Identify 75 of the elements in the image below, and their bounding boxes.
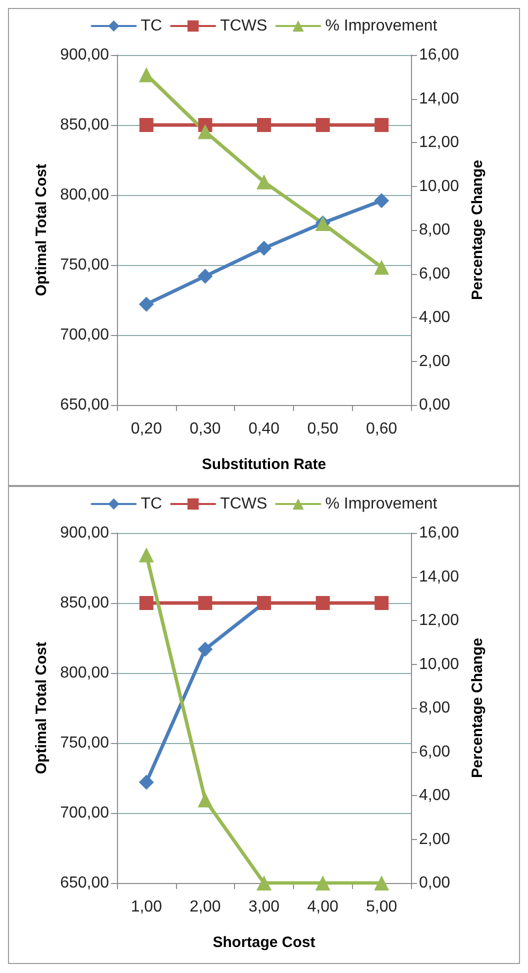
x-tick-label: 3,00: [248, 898, 280, 916]
legend-label: % Improvement: [325, 496, 438, 512]
y2-tick-label: 6,00: [419, 265, 450, 282]
y-tick-label: 800,00: [60, 186, 110, 204]
point: [139, 596, 154, 610]
legend-label: TC: [140, 496, 162, 512]
x-tick-label: 0,60: [366, 420, 398, 438]
y-tick-label: 850,00: [60, 594, 110, 612]
y2-tick-label: 12,00: [419, 134, 460, 151]
y2-tick-label: 16,00: [419, 46, 460, 64]
point: [139, 118, 154, 132]
x-tick-label: 0,40: [248, 420, 280, 438]
y2-tick-label: 14,00: [419, 90, 460, 108]
y2-axis-title: Percentage Change: [468, 160, 486, 300]
point: [198, 792, 213, 808]
y2-tick-label: 14,00: [419, 568, 460, 586]
point: [256, 174, 272, 190]
point: [256, 240, 272, 256]
y-tick-label: 650,00: [60, 396, 110, 414]
x-tick-label: 5,00: [366, 898, 398, 916]
y-axis-title: Optimal Total Cost: [33, 164, 50, 296]
y2-tick-label: 16,00: [419, 524, 460, 542]
x-tick-label: 4,00: [307, 898, 338, 916]
y2-axis-title: Percentage Change: [468, 638, 486, 778]
point: [138, 774, 154, 790]
point: [315, 876, 330, 890]
y2-tick-label: 4,00: [419, 787, 450, 804]
y-tick-label: 650,00: [60, 874, 110, 892]
y2-tick-label: 2,00: [419, 830, 450, 848]
y2-tick-label: 8,00: [419, 700, 450, 716]
point: [138, 547, 154, 562]
x-tick-label: 2,00: [190, 898, 221, 916]
legend-label: TCWS: [220, 496, 268, 512]
point: [316, 118, 330, 132]
point: [256, 876, 272, 890]
legend-label: TCWS: [220, 18, 268, 34]
legend-label: % Improvement: [325, 18, 438, 34]
point: [374, 596, 389, 610]
x-tick-label: 0,50: [307, 420, 338, 438]
y2-tick-label: 2,00: [419, 352, 450, 370]
x-axis-title: Shortage Cost: [212, 934, 316, 951]
y-tick-label: 750,00: [60, 256, 110, 274]
point: [257, 118, 271, 132]
legend-label: TC: [140, 18, 162, 34]
y-tick-label: 700,00: [60, 326, 110, 344]
y-tick-label: 900,00: [60, 46, 110, 64]
point: [198, 596, 212, 610]
y2-tick-label: 6,00: [419, 743, 450, 760]
point: [374, 193, 390, 208]
point: [138, 67, 154, 82]
y2-tick-label: 10,00: [419, 178, 460, 195]
point: [198, 268, 213, 284]
point: [198, 642, 213, 657]
point: [374, 876, 390, 890]
y-tick-label: 750,00: [60, 734, 110, 752]
point: [374, 260, 390, 275]
y2-tick-label: 10,00: [419, 656, 460, 673]
y2-tick-label: 4,00: [419, 309, 450, 326]
y2-tick-label: 0,00: [419, 874, 450, 892]
point: [198, 124, 213, 140]
y2-tick-label: 12,00: [419, 612, 460, 629]
y-tick-label: 700,00: [60, 804, 110, 822]
y-tick-label: 900,00: [60, 524, 110, 542]
y-axis-title: Optimal Total Cost: [33, 642, 50, 774]
point: [316, 596, 330, 610]
point: [374, 118, 389, 132]
y-tick-label: 800,00: [60, 664, 110, 682]
y-tick-label: 850,00: [60, 116, 110, 134]
x-tick-label: 0,20: [130, 420, 162, 438]
point: [138, 296, 154, 312]
x-tick-label: 0,30: [190, 420, 221, 438]
x-axis-title: Substitution Rate: [202, 456, 326, 473]
x-tick-label: 1,00: [130, 898, 162, 916]
y2-tick-label: 8,00: [419, 222, 450, 238]
y2-tick-label: 0,00: [419, 396, 450, 414]
